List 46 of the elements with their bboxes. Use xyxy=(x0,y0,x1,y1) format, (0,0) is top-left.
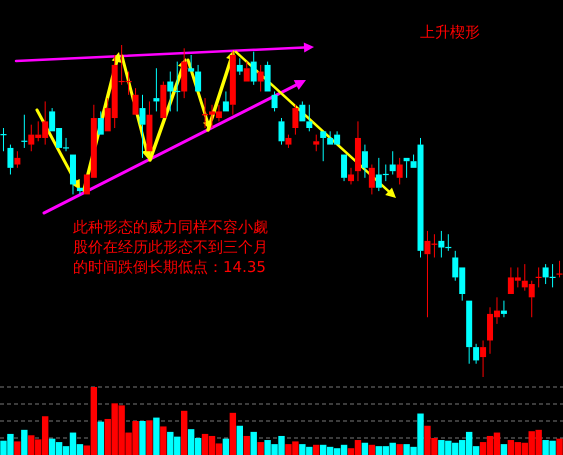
candlestick xyxy=(14,150,20,168)
bar xyxy=(230,412,236,455)
annotation: 此种形态的威力同样不容小觑股价在经历此形态不到三个月的时间跌倒长期低点：14.35 xyxy=(73,217,269,277)
bar xyxy=(368,444,376,455)
candlestick xyxy=(272,90,278,112)
candlestick xyxy=(362,144,368,178)
candlestick xyxy=(368,164,375,195)
bar xyxy=(244,436,250,455)
bar xyxy=(180,410,188,455)
candlestick xyxy=(500,300,507,318)
candlestick xyxy=(480,340,486,378)
candlestick xyxy=(473,343,480,364)
bar xyxy=(257,442,264,455)
bar xyxy=(362,442,368,455)
bar xyxy=(98,422,104,455)
candlestick xyxy=(390,150,396,175)
bar xyxy=(139,421,146,455)
candlestick xyxy=(181,48,188,99)
candlestick xyxy=(7,144,14,175)
candlestick xyxy=(139,94,146,158)
candlestick xyxy=(292,104,298,136)
candlestick xyxy=(230,51,236,116)
candlestick xyxy=(313,134,320,152)
bar xyxy=(222,438,230,455)
bar xyxy=(14,441,21,455)
candlestick xyxy=(153,68,160,112)
candlestick xyxy=(348,167,354,185)
chart-title: 上升楔形 xyxy=(420,22,480,42)
bar xyxy=(556,438,563,455)
bar xyxy=(250,432,257,455)
bar xyxy=(21,430,28,455)
candlestick xyxy=(258,64,264,92)
candlestick xyxy=(250,51,257,86)
bar xyxy=(313,444,320,455)
candlestick xyxy=(306,104,312,132)
candlestick xyxy=(285,134,292,148)
candlestick xyxy=(396,157,403,185)
bar xyxy=(153,418,160,455)
candlestick xyxy=(278,118,284,146)
bar xyxy=(146,420,153,455)
bar xyxy=(236,426,243,455)
bar xyxy=(396,444,403,455)
bar xyxy=(500,444,508,455)
bar xyxy=(160,426,167,455)
candlestick xyxy=(236,58,243,76)
candlestick xyxy=(354,120,361,182)
